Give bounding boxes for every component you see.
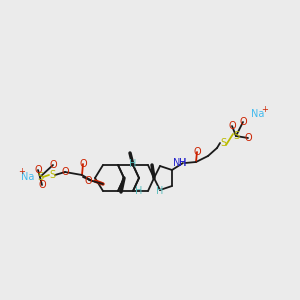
Text: O: O: [228, 121, 236, 131]
Text: H: H: [179, 158, 187, 168]
Text: S: S: [37, 172, 43, 182]
Text: S: S: [220, 138, 226, 148]
Text: O: O: [79, 159, 87, 169]
Text: O: O: [244, 133, 252, 143]
Text: O: O: [193, 147, 201, 157]
Text: H: H: [179, 158, 187, 168]
Text: O: O: [34, 165, 42, 175]
Text: O: O: [84, 176, 92, 186]
Text: H: H: [156, 186, 164, 196]
Text: +: +: [262, 104, 268, 113]
Text: N: N: [173, 158, 181, 168]
Text: O: O: [61, 167, 69, 177]
Text: Na: Na: [21, 172, 35, 182]
Text: Na: Na: [251, 109, 265, 119]
Text: O: O: [38, 180, 46, 190]
Text: O: O: [49, 160, 57, 170]
Text: S: S: [233, 131, 239, 141]
Text: H: H: [129, 159, 137, 169]
Text: S: S: [49, 170, 55, 180]
Text: H: H: [135, 186, 143, 196]
Text: +: +: [19, 167, 26, 176]
Text: O: O: [239, 117, 247, 127]
